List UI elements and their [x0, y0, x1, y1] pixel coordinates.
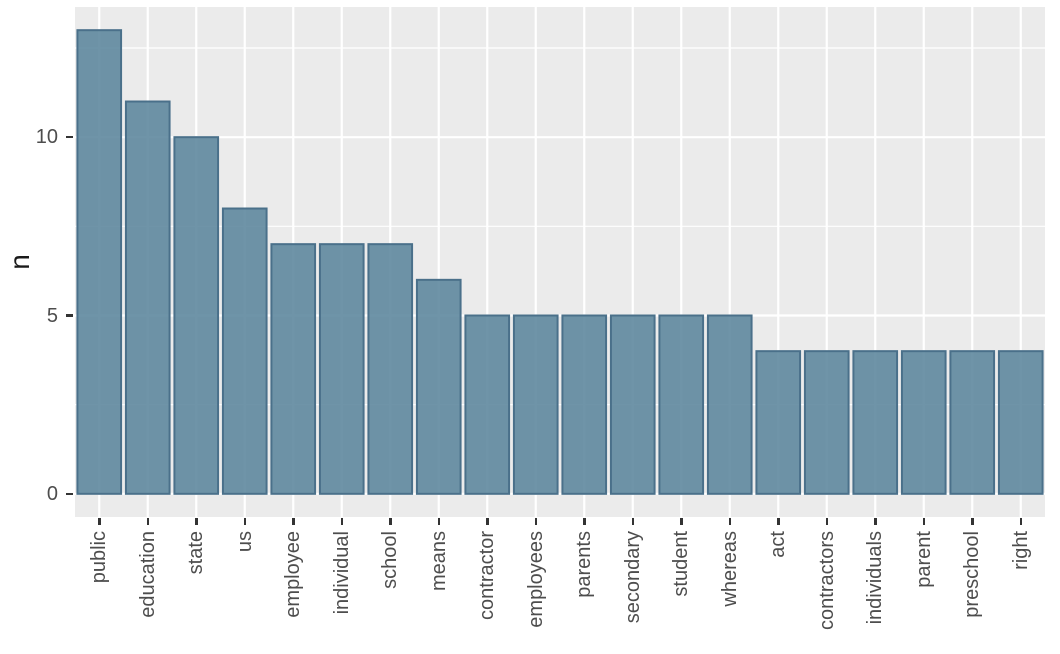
x-tick-label-contractor: contractor: [476, 531, 499, 620]
bar-contractor: [464, 314, 511, 495]
bar-education: [124, 100, 171, 495]
x-tick-label-parent: parent: [912, 531, 935, 588]
bar-employee: [270, 243, 317, 495]
bar-public: [76, 29, 123, 495]
x-tick-mark: [486, 518, 489, 525]
x-tick-mark: [1019, 518, 1022, 525]
x-tick-mark: [777, 518, 780, 525]
x-tick-mark: [971, 518, 974, 525]
y-tick-label: 5: [46, 304, 58, 327]
x-tick-mark: [922, 518, 925, 525]
bar-secondary: [609, 314, 656, 495]
x-tick-mark: [680, 518, 683, 525]
x-tick-label-whereas: whereas: [718, 531, 741, 607]
x-tick-label-state: state: [185, 531, 208, 575]
bar-contractors: [803, 350, 850, 495]
x-tick-label-contractors: contractors: [815, 531, 838, 630]
y-tick-label: 10: [35, 126, 58, 149]
y-tick-label: 0: [46, 482, 58, 505]
bar-student: [658, 314, 705, 495]
x-tick-mark: [874, 518, 877, 525]
bar-parent: [900, 350, 947, 495]
x-tick-mark: [292, 518, 295, 525]
bar-preschool: [949, 350, 996, 495]
x-tick-label-preschool: preschool: [961, 531, 984, 618]
bar-state: [173, 136, 220, 495]
x-tick-mark: [98, 518, 101, 525]
x-tick-label-school: school: [379, 531, 402, 589]
y-tick-mark: [66, 492, 73, 496]
x-tick-label-student: student: [670, 531, 693, 597]
x-tick-label-employees: employees: [524, 531, 547, 628]
y-tick-mark: [66, 135, 73, 139]
bar-employees: [512, 314, 559, 495]
bar-whereas: [706, 314, 753, 495]
x-tick-mark: [146, 518, 149, 525]
x-tick-mark: [631, 518, 634, 525]
x-tick-label-individuals: individuals: [864, 531, 887, 625]
x-tick-mark: [825, 518, 828, 525]
x-tick-label-act: act: [767, 531, 790, 558]
plot-panel: [75, 7, 1045, 517]
x-tick-label-parents: parents: [573, 531, 596, 598]
bar-right: [997, 350, 1044, 495]
x-tick-mark: [437, 518, 440, 525]
bar-individual: [318, 243, 365, 495]
bar-act: [755, 350, 802, 495]
x-tick-label-us: us: [233, 531, 256, 553]
y-axis-title: n: [4, 254, 35, 270]
x-tick-label-individual: individual: [330, 531, 353, 615]
y-tick-mark: [66, 314, 73, 317]
x-tick-label-education: education: [136, 531, 159, 618]
x-tick-mark: [340, 518, 343, 525]
bar-means: [415, 278, 462, 495]
x-tick-label-employee: employee: [282, 531, 305, 618]
x-tick-mark: [728, 518, 731, 525]
x-tick-label-secondary: secondary: [621, 531, 644, 624]
bar-parents: [561, 314, 608, 495]
x-tick-mark: [583, 518, 586, 525]
x-tick-mark: [389, 518, 392, 525]
x-tick-label-public: public: [88, 531, 111, 584]
x-tick-mark: [534, 518, 537, 525]
bar-school: [367, 243, 414, 495]
x-tick-mark: [195, 518, 198, 525]
x-tick-label-right: right: [1009, 531, 1032, 570]
bar-individuals: [852, 350, 899, 495]
x-tick-label-means: means: [427, 531, 450, 592]
plot-svg: [75, 7, 1045, 517]
bar-us: [221, 207, 268, 495]
x-tick-mark: [243, 518, 246, 525]
